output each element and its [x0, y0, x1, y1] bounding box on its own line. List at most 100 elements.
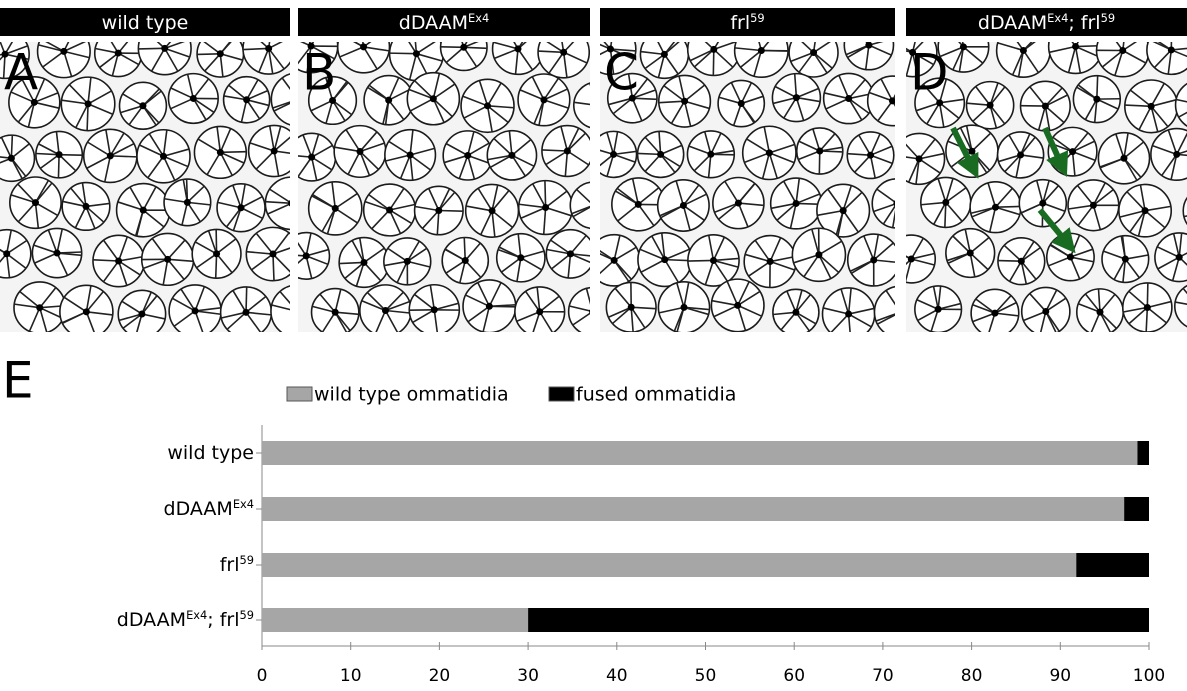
rhabdomere — [768, 152, 778, 179]
rhabdomere — [298, 45, 312, 65]
center — [183, 198, 191, 206]
rhabdomere — [432, 98, 445, 123]
rhabdomere — [409, 154, 431, 171]
rhabdomere — [868, 91, 893, 102]
rhabdomere — [363, 261, 382, 282]
rhabdomere — [842, 185, 853, 211]
rhabdomere — [396, 261, 409, 283]
rhabdomere — [271, 304, 290, 311]
panel-title-part: dDAAM — [399, 12, 468, 34]
rhabdomere — [269, 188, 290, 204]
rhabdomere — [302, 134, 313, 158]
center — [488, 207, 496, 215]
rhabdomere — [795, 311, 817, 325]
center — [734, 199, 742, 207]
rhabdomere — [444, 154, 468, 164]
bar-segment — [1076, 553, 1149, 577]
center — [55, 151, 63, 159]
rhabdomere — [162, 129, 168, 157]
rhabdomere — [848, 79, 866, 100]
rhabdomere — [463, 237, 467, 261]
rhabdomere — [466, 155, 476, 180]
rhabdomere — [493, 137, 513, 156]
rhabdomere — [1175, 98, 1187, 103]
center — [1, 50, 9, 58]
center — [661, 256, 669, 264]
rhabdomere — [560, 126, 569, 152]
rhabdomere — [388, 88, 411, 101]
rhabdomere — [272, 101, 290, 109]
rhabdomere — [359, 150, 380, 171]
rhabdomere — [438, 191, 456, 212]
rhabdomere — [538, 50, 564, 54]
rhabdomere — [56, 228, 64, 254]
rhabdomere — [972, 312, 996, 323]
rhabdomere — [358, 237, 365, 263]
rhabdomere — [825, 97, 850, 110]
rhabdomere — [1071, 132, 1089, 153]
rhabdomere — [335, 311, 359, 316]
rhabdomere — [964, 229, 972, 254]
rhabdomere — [545, 150, 568, 166]
rhabdomere — [1039, 311, 1047, 332]
rhabdomere — [465, 294, 490, 308]
rhabdomere — [1045, 311, 1057, 332]
rhabdomere — [265, 200, 290, 205]
rhabdomere — [869, 133, 881, 156]
rhabdomere — [1119, 209, 1146, 218]
rhabdomere — [847, 152, 871, 156]
rhabdomere — [813, 42, 832, 54]
rhabdomere — [171, 297, 196, 312]
rhabdomere — [464, 242, 481, 262]
rhabdomere — [306, 45, 312, 73]
rhabdomere — [1029, 293, 1047, 312]
rhabdomere — [803, 254, 820, 278]
rhabdomere — [613, 235, 621, 261]
rhabdomere — [514, 48, 519, 75]
rhabdomere — [600, 48, 611, 56]
center — [216, 50, 224, 58]
rhabdomere — [385, 309, 412, 314]
rhabdomere — [563, 51, 588, 64]
rhabdomere — [1124, 258, 1140, 279]
rhabdomere — [408, 53, 418, 80]
rhabdomere — [384, 310, 399, 332]
center — [307, 42, 315, 50]
rhabdomere — [569, 234, 587, 255]
rhabdomere — [187, 201, 211, 206]
rhabdomere — [632, 97, 657, 101]
rhabdomere — [272, 254, 275, 281]
center — [991, 203, 999, 211]
center — [765, 149, 773, 157]
rhabdomere — [194, 310, 204, 332]
rhabdomere — [660, 232, 666, 260]
rhabdomere — [197, 138, 221, 154]
rhabdomere — [27, 102, 36, 128]
rhabdomere — [663, 53, 679, 75]
rhabdomere — [438, 209, 464, 212]
rhabdomere — [793, 254, 820, 264]
rhabdomere — [245, 311, 272, 316]
rhabdomere — [459, 260, 467, 284]
rhabdomere — [511, 138, 532, 156]
center — [1041, 102, 1049, 110]
rhabdomere — [92, 258, 119, 262]
rhabdomere — [1044, 87, 1063, 107]
rhabdomere — [790, 51, 814, 63]
legend-label: wild type ommatidia — [314, 384, 509, 406]
x-tick-label: 0 — [257, 666, 268, 686]
rhabdomere — [524, 290, 541, 313]
rhabdomere — [147, 155, 165, 179]
rhabdomere — [938, 102, 945, 128]
rhabdomere — [703, 131, 712, 155]
center — [1017, 151, 1025, 159]
rhabdomere — [1114, 50, 1124, 76]
rhabdomere — [718, 96, 742, 105]
rhabdomere — [56, 252, 69, 276]
rhabdomere — [414, 293, 435, 311]
rhabdomere — [38, 307, 48, 332]
ommatidium — [873, 285, 895, 332]
center — [429, 95, 437, 103]
bar-segment — [262, 497, 1125, 521]
center — [82, 308, 90, 316]
